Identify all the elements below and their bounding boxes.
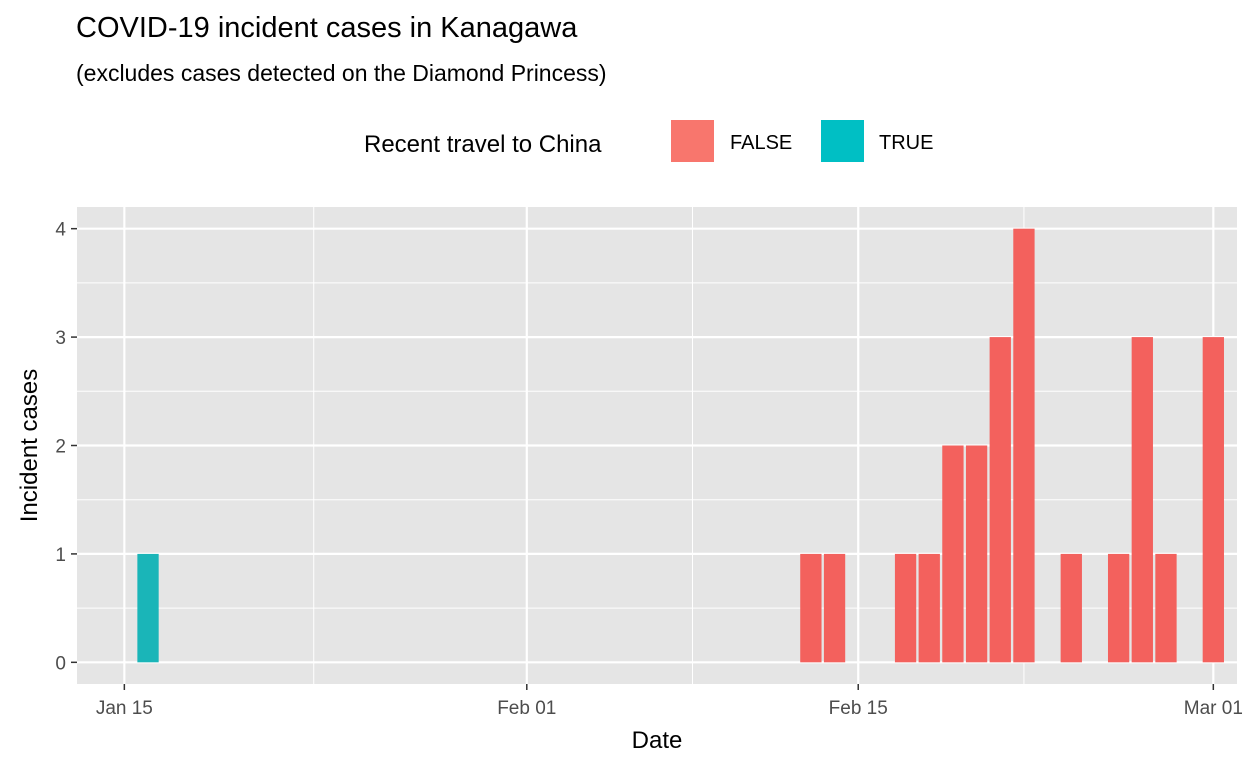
x-tick-label: Mar 01 (1184, 698, 1243, 719)
y-tick-label: 2 (55, 437, 66, 458)
bar-false (965, 445, 988, 663)
bar-false (894, 553, 917, 663)
bar-false (1013, 228, 1035, 663)
x-tick-label: Feb 01 (497, 698, 556, 719)
bar-true (137, 553, 159, 663)
x-tick-label: Feb 15 (829, 698, 888, 719)
legend-label-false: FALSE (730, 132, 792, 154)
y-tick-label: 0 (55, 653, 66, 674)
bar-false (1155, 553, 1177, 663)
bar-false (1202, 337, 1224, 663)
legend-label-true: TRUE (879, 132, 933, 154)
y-tick-label: 4 (55, 220, 66, 241)
bar-false (942, 445, 964, 663)
y-tick-label: 1 (55, 545, 66, 566)
bar-false (989, 337, 1011, 663)
y-axis-title: Incident cases (16, 369, 43, 522)
y-tick-label: 3 (55, 328, 66, 349)
bar-false (1060, 553, 1082, 663)
x-axis-title: Date (632, 727, 683, 754)
x-tick-label: Jan 15 (96, 698, 153, 719)
bar-false (823, 553, 846, 663)
bar-false (1131, 337, 1153, 663)
bar-false (800, 553, 822, 663)
legend-key-false (671, 120, 714, 162)
bar-false (1107, 553, 1130, 663)
chart-subtitle: (excludes cases detected on the Diamond … (76, 60, 607, 86)
chart-title: COVID-19 incident cases in Kanagawa (76, 12, 578, 44)
legend-title: Recent travel to China (364, 131, 602, 158)
legend-key-true (821, 120, 864, 162)
bar-false (918, 553, 940, 663)
